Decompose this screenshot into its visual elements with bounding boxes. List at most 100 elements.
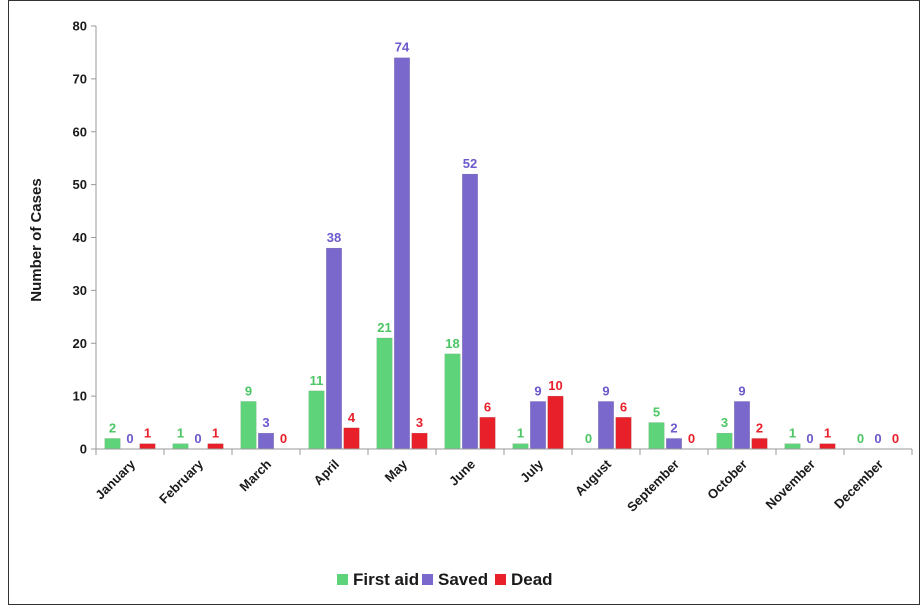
data-label: 0 [874, 431, 881, 446]
data-label: 52 [463, 156, 477, 171]
data-label: 0 [688, 431, 695, 446]
data-label: 74 [395, 40, 410, 55]
data-label: 38 [327, 230, 341, 245]
data-label: 0 [857, 431, 864, 446]
x-axis-ticks: January February March April May June July Augu… [92, 449, 913, 515]
y-tick-label: 0 [80, 442, 87, 457]
x-tick-label: September [624, 457, 682, 515]
x-tick-label: November [763, 457, 819, 513]
bar-saved [734, 401, 750, 450]
bar-first-aid [104, 438, 121, 450]
data-label: 9 [245, 383, 252, 398]
data-label: 2 [109, 420, 116, 435]
y-tick-label: 20 [73, 336, 87, 351]
bar-first-aid [172, 443, 189, 450]
data-label: 0 [806, 431, 813, 446]
data-label: 1 [824, 426, 831, 441]
x-tick-label: May [382, 456, 411, 485]
data-label: 9 [534, 383, 541, 398]
data-label: 5 [653, 405, 660, 420]
data-label: 1 [789, 426, 796, 441]
legend-label: Saved [438, 570, 488, 589]
legend: First aid Saved Dead [337, 570, 553, 589]
data-label: 1 [212, 426, 219, 441]
legend-swatch [337, 574, 348, 585]
x-tick-label: February [156, 456, 206, 506]
bar-first-aid [240, 401, 257, 450]
legend-item-dead: Dead [495, 570, 553, 589]
data-label: 3 [416, 415, 423, 430]
data-label: 21 [377, 320, 391, 335]
y-tick-label: 10 [73, 389, 87, 404]
bar-first-aid [444, 353, 461, 450]
bar-saved [598, 401, 614, 450]
bar-dead [615, 417, 632, 450]
legend-swatch [422, 574, 433, 585]
bar-dead [479, 417, 496, 450]
bar-dead [751, 438, 768, 450]
data-label: 6 [620, 399, 627, 414]
bar-dead [547, 395, 564, 450]
x-tick-label: August [572, 456, 615, 499]
legend-label: Dead [511, 570, 553, 589]
bar-first-aid [376, 337, 393, 450]
data-label: 2 [670, 420, 677, 435]
x-tick-label: January [92, 456, 138, 502]
y-tick-label: 60 [73, 124, 87, 139]
bar-first-aid [648, 422, 665, 450]
x-tick-label: December [831, 457, 886, 512]
data-label: 6 [484, 399, 491, 414]
y-tick-label: 30 [73, 283, 87, 298]
bar-saved [666, 438, 682, 450]
x-tick-label: April [311, 457, 343, 489]
x-tick-label: October [704, 457, 750, 503]
bars [104, 57, 836, 450]
bar-dead [207, 443, 224, 450]
data-label: 0 [892, 431, 899, 446]
data-label: 9 [738, 383, 745, 398]
bar-dead [139, 443, 156, 450]
bar-first-aid [512, 443, 529, 450]
data-label: 10 [548, 378, 562, 393]
bar-saved [462, 173, 478, 450]
data-label: 3 [262, 415, 269, 430]
bar-dead [343, 427, 360, 450]
x-tick-label: June [446, 457, 478, 489]
data-label: 0 [280, 431, 287, 446]
bar-first-aid [784, 443, 801, 450]
bar-saved [530, 401, 546, 450]
bar-saved [326, 247, 342, 450]
data-label: 18 [445, 336, 459, 351]
legend-label: First aid [353, 570, 419, 589]
y-axis-label: Number of Cases [28, 178, 45, 301]
bar-dead [411, 432, 428, 450]
bar-saved [394, 57, 410, 450]
data-label: 0 [194, 431, 201, 446]
bar-first-aid [716, 432, 733, 450]
x-tick-label: March [236, 456, 274, 494]
data-label: 3 [721, 415, 728, 430]
bar-dead [819, 443, 836, 450]
y-axis-ticks: 0 10 20 30 40 50 60 70 80 [73, 19, 96, 457]
legend-swatch [495, 574, 506, 585]
legend-item-first-aid: First aid [337, 570, 419, 589]
bar-first-aid [308, 390, 325, 450]
data-label: 0 [585, 431, 592, 446]
data-label: 1 [144, 426, 151, 441]
y-tick-label: 50 [73, 177, 87, 192]
data-label: 1 [517, 426, 524, 441]
data-label: 1 [177, 426, 184, 441]
data-label: 11 [310, 373, 324, 388]
x-tick-label: July [517, 456, 547, 486]
y-tick-label: 80 [73, 19, 87, 34]
y-tick-label: 40 [73, 230, 87, 245]
legend-item-saved: Saved [422, 570, 488, 589]
data-label: 0 [126, 431, 133, 446]
data-label: 4 [348, 410, 356, 425]
bar-saved [258, 432, 274, 450]
y-tick-label: 70 [73, 71, 87, 86]
data-label: 9 [602, 383, 609, 398]
data-label: 2 [756, 420, 763, 435]
